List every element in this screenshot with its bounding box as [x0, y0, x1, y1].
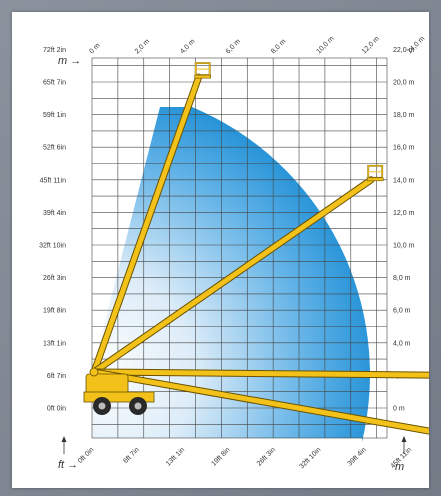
- left-tick-label: 32ft 10in: [39, 243, 66, 250]
- chart-panel: m → ft → m 0 m 2,0 m 4,0 m 6,0 m 8,0 m 10,0 m…: [12, 12, 441, 488]
- boom-arm: [91, 369, 441, 436]
- right-unit-label: m: [395, 461, 404, 473]
- bottom-tick-label: 0ft 0in: [77, 446, 96, 465]
- right-tick-label: 6,0 m: [393, 308, 411, 315]
- boom-positions: [90, 62, 441, 437]
- bottom-tick-label: 39ft 4in: [347, 446, 368, 467]
- boom-arm: [91, 74, 202, 375]
- turntable: [85, 373, 129, 395]
- left-tick-label: 45ft 11in: [40, 177, 66, 184]
- left-tick-label: 6ft 7in: [47, 373, 66, 380]
- right-tick-label: 10,0 m: [393, 243, 415, 250]
- platform-floor: [194, 74, 211, 79]
- right-tick-label: 18,0 m: [393, 112, 415, 119]
- top-tick-label: 4,0 m: [179, 38, 196, 55]
- left-tick-label: 72ft 2in: [43, 47, 66, 54]
- top-unit-label: m →: [58, 55, 81, 67]
- left-tick-label: 59ft 1in: [43, 112, 66, 119]
- left-tick-label: 13ft 1in: [43, 340, 66, 347]
- right-tick-label: 12,0 m: [393, 210, 415, 217]
- wheel-front-hub: [98, 402, 106, 410]
- right-tick-label: 4,0 m: [393, 340, 411, 347]
- top-tick-label: 10,0 m: [315, 35, 335, 55]
- left-tick-label: 26ft 3in: [43, 275, 66, 282]
- right-tick-label: 14,0 m: [393, 177, 415, 184]
- machine-base: [83, 367, 155, 415]
- right-tick-label: 16,0 m: [393, 145, 415, 152]
- working-range-diagram: m → ft → m 0 m 2,0 m 4,0 m 6,0 m 8,0 m 10,0 m…: [39, 35, 441, 473]
- bottom-tick-label: 13ft 1in: [165, 446, 186, 467]
- bottom-tick-label: 6ft 7in: [122, 446, 141, 465]
- grid-border: [91, 57, 388, 439]
- boom-pivot: [89, 367, 99, 377]
- platform-floor: [366, 177, 384, 182]
- top-tick-label: 12,0 m: [361, 35, 381, 55]
- top-tick-label: 8,0 m: [270, 38, 287, 55]
- right-tick-label: 22,0 m: [393, 47, 415, 54]
- left-axis-arrowhead: [61, 436, 67, 442]
- bottom-unit-label: ft →: [58, 459, 78, 471]
- left-tick-label: 0ft 0in: [47, 406, 66, 413]
- left-tick-label: 39ft 4in: [43, 210, 66, 217]
- right-axis-arrowhead: [401, 436, 407, 442]
- bottom-tick-label: 32ft 10in: [298, 446, 322, 470]
- left-tick-label: 52ft 6in: [43, 145, 66, 152]
- boom-arm: [91, 177, 374, 375]
- bottom-tick-label: 26ft 3in: [256, 446, 277, 467]
- top-tick-label: 6,0 m: [225, 38, 242, 55]
- left-tick-label: 19ft 8in: [43, 308, 66, 315]
- right-tick-label: 8,0 m: [393, 275, 411, 282]
- boom-arm: [91, 369, 441, 378]
- right-tick-label: 0 m: [393, 406, 405, 413]
- left-tick-label: 65ft 7in: [43, 80, 66, 87]
- top-tick-label: 0 m: [88, 42, 101, 55]
- wheel-rear-hub: [134, 402, 142, 410]
- right-tick-label: 20,0 m: [393, 80, 415, 87]
- top-tick-label: 2,0 m: [134, 38, 151, 55]
- chassis: [83, 391, 155, 403]
- bottom-tick-label: 19ft 8in: [210, 446, 231, 467]
